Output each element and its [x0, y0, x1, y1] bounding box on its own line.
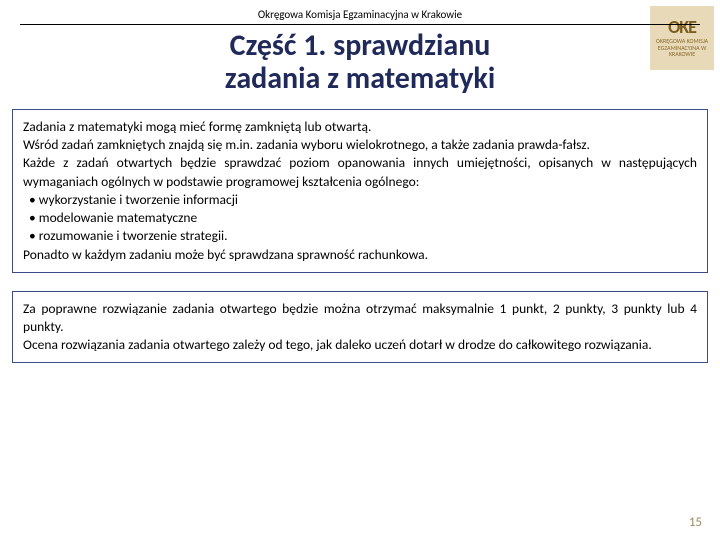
box2-p2: Ocena rozwiązania zadania otwartego zale…	[23, 336, 697, 354]
box1-p1: Zadania z matematyki mogą mieć formę zam…	[23, 118, 697, 136]
content-box-2: Za poprawne rozwiązanie zadania otwarteg…	[12, 291, 708, 364]
page-title: Część 1. sprawdzianu zadania z matematyk…	[20, 29, 700, 95]
title-line-2: zadania z matematyki	[20, 62, 700, 95]
page-number: 15	[689, 515, 702, 530]
box1-p3: Każde z zadań otwartych będzie sprawdzać…	[23, 154, 697, 190]
organization-name: Okręgowa Komisja Egzaminacyjna w Krakowi…	[20, 8, 700, 24]
header-divider	[20, 24, 700, 25]
box1-p4: Ponadto w każdym zadaniu może być sprawd…	[23, 246, 697, 264]
content-box-1: Zadania z matematyki mogą mieć formę zam…	[12, 109, 708, 273]
header: Okręgowa Komisja Egzaminacyjna w Krakowi…	[0, 0, 720, 95]
list-item: modelowanie matematyczne	[29, 209, 697, 227]
box1-bullets: wykorzystanie i tworzenie informacji mod…	[23, 191, 697, 246]
box1-p2: Wśród zadań zamkniętych znajdą się m.in.…	[23, 136, 697, 154]
box2-p1: Za poprawne rozwiązanie zadania otwarteg…	[23, 300, 697, 336]
list-item: rozumowanie i tworzenie strategii.	[29, 227, 697, 245]
list-item: wykorzystanie i tworzenie informacji	[29, 191, 697, 209]
title-line-1: Część 1. sprawdzianu	[20, 29, 700, 62]
